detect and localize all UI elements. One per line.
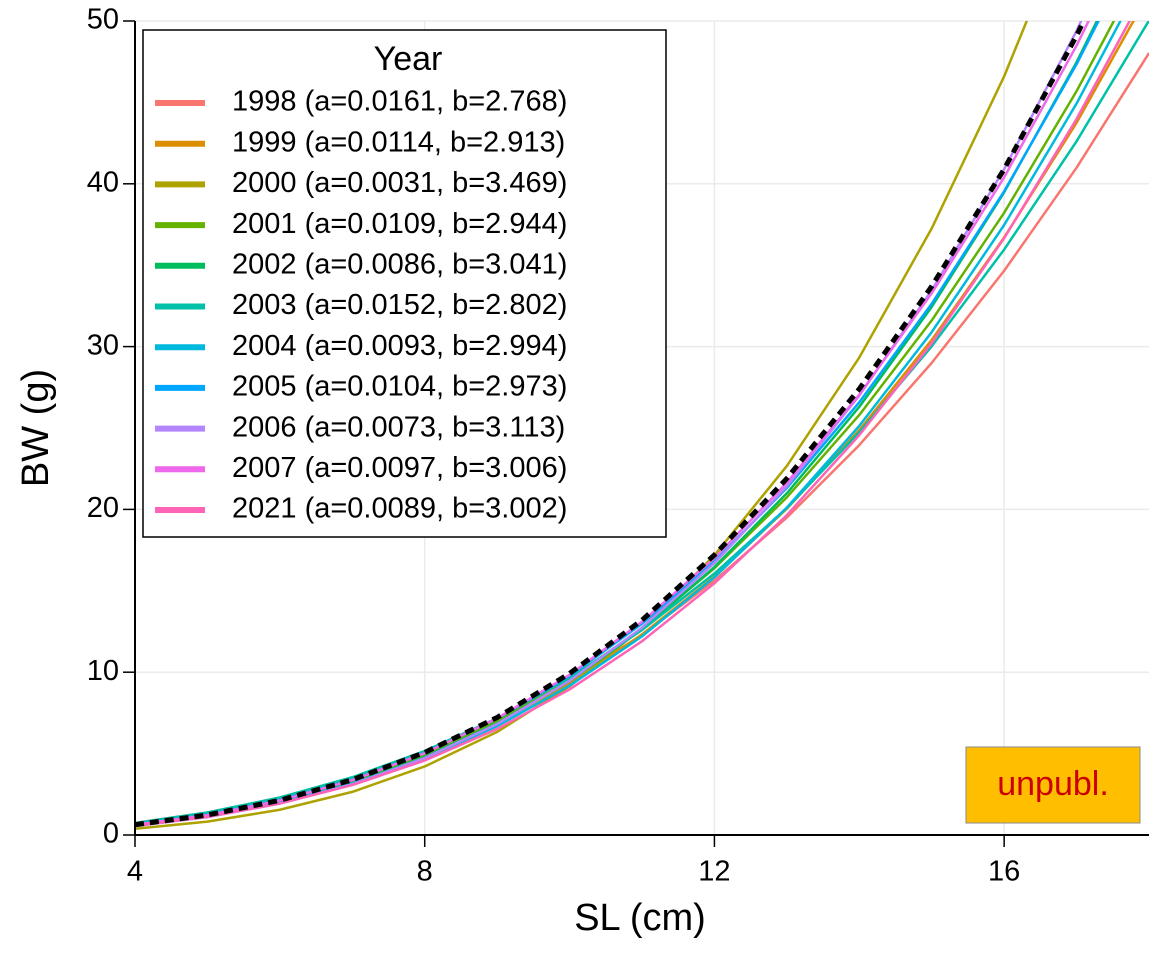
legend-label: 2001 (a=0.0109, b=2.944): [232, 208, 567, 240]
x-tick-label: 16: [988, 856, 1020, 888]
y-tick-label: 50: [87, 4, 119, 36]
legend-label: 2005 (a=0.0104, b=2.973): [232, 371, 567, 403]
legend-label: 2007 (a=0.0097, b=3.006): [232, 452, 567, 484]
legend-label: 2004 (a=0.0093, b=2.994): [232, 330, 567, 362]
annotation-box: [965, 746, 1141, 824]
legend-label: 2006 (a=0.0073, b=3.113): [232, 411, 565, 443]
y-tick-label: 30: [87, 329, 119, 361]
y-tick-label: 10: [87, 655, 119, 687]
x-tick-label: 8: [417, 856, 433, 888]
plot-lines: [135, 21, 1149, 831]
legend-label: 1999 (a=0.0114, b=2.913): [232, 126, 565, 158]
series-line: [135, 21, 1132, 827]
legend-label: 2003 (a=0.0152, b=2.802): [232, 289, 567, 321]
legend-title: Year: [374, 40, 443, 78]
legend-box: [142, 29, 667, 538]
legend-label: 1998 (a=0.0161, b=2.768): [232, 86, 567, 118]
x-tick-label: 4: [127, 856, 143, 888]
annotation: unpubl.: [997, 765, 1109, 803]
x-tick-label: 12: [698, 856, 730, 888]
legend-label: 2021 (a=0.0089, b=3.002): [232, 493, 567, 525]
y-axis-label: BW (g): [15, 369, 57, 487]
legend: Year 1998 (a=0.0161, b=2.768) 1999 (a=0.0…: [142, 29, 667, 538]
x-axis-label: SL (cm): [574, 897, 706, 939]
legend-label: 2002 (a=0.0086, b=3.041): [232, 248, 567, 280]
fit-line: [135, 21, 1087, 828]
y-tick-label: 40: [87, 166, 119, 198]
axes: 4 8 12 16 0 10 20 30 40 50: [87, 4, 1149, 888]
series-line: [135, 21, 1149, 825]
y-tick-label: 0: [103, 818, 119, 850]
y-tick-label: 20: [87, 492, 119, 524]
legend-label: 2000 (a=0.0031, b=3.469): [232, 167, 567, 199]
